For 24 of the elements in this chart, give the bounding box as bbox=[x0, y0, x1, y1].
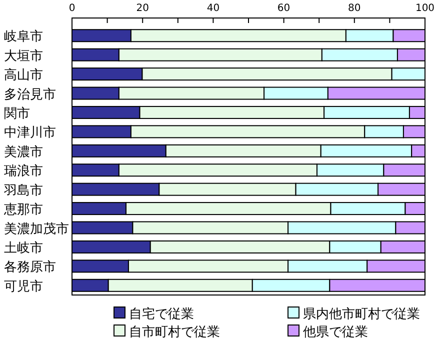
y-tick-label: 美濃加茂市 bbox=[4, 220, 69, 237]
y-tick-label: 美濃市 bbox=[4, 144, 43, 160]
legend-label: 県内他市町村で従業 bbox=[303, 307, 420, 322]
x-tick-label: 0 bbox=[68, 3, 76, 14]
x-tick-label: 40 bbox=[206, 3, 220, 14]
y-tick-label: 羽島市 bbox=[3, 183, 43, 198]
y-tick-label: 瑞浪市 bbox=[4, 163, 43, 180]
y-tick-label: 高山市 bbox=[4, 67, 43, 84]
legend-label: 自市町村で従業 bbox=[129, 325, 220, 340]
y-tick-label: 各務原市 bbox=[4, 260, 56, 276]
y-tick-label: 中津川市 bbox=[4, 126, 56, 141]
y-tick-label: 恵那市 bbox=[3, 202, 43, 218]
y-tick-label: 大垣市 bbox=[4, 48, 43, 64]
y-tick-label: 土岐市 bbox=[4, 240, 43, 256]
x-tick-label: 80 bbox=[348, 3, 361, 14]
legend-label: 他県で従業 bbox=[303, 325, 368, 340]
x-tick-label: 20 bbox=[136, 3, 149, 14]
y-tick-label: 岐阜市 bbox=[4, 30, 43, 45]
y-tick-label: 関市 bbox=[4, 106, 30, 122]
legend-label: 自宅で従業 bbox=[129, 306, 194, 322]
x-tick-label: 100 bbox=[415, 3, 435, 14]
y-tick-label: 可児市 bbox=[4, 279, 43, 294]
x-tick-label: 60 bbox=[277, 3, 290, 14]
y-tick-label: 多治見市 bbox=[4, 87, 56, 102]
